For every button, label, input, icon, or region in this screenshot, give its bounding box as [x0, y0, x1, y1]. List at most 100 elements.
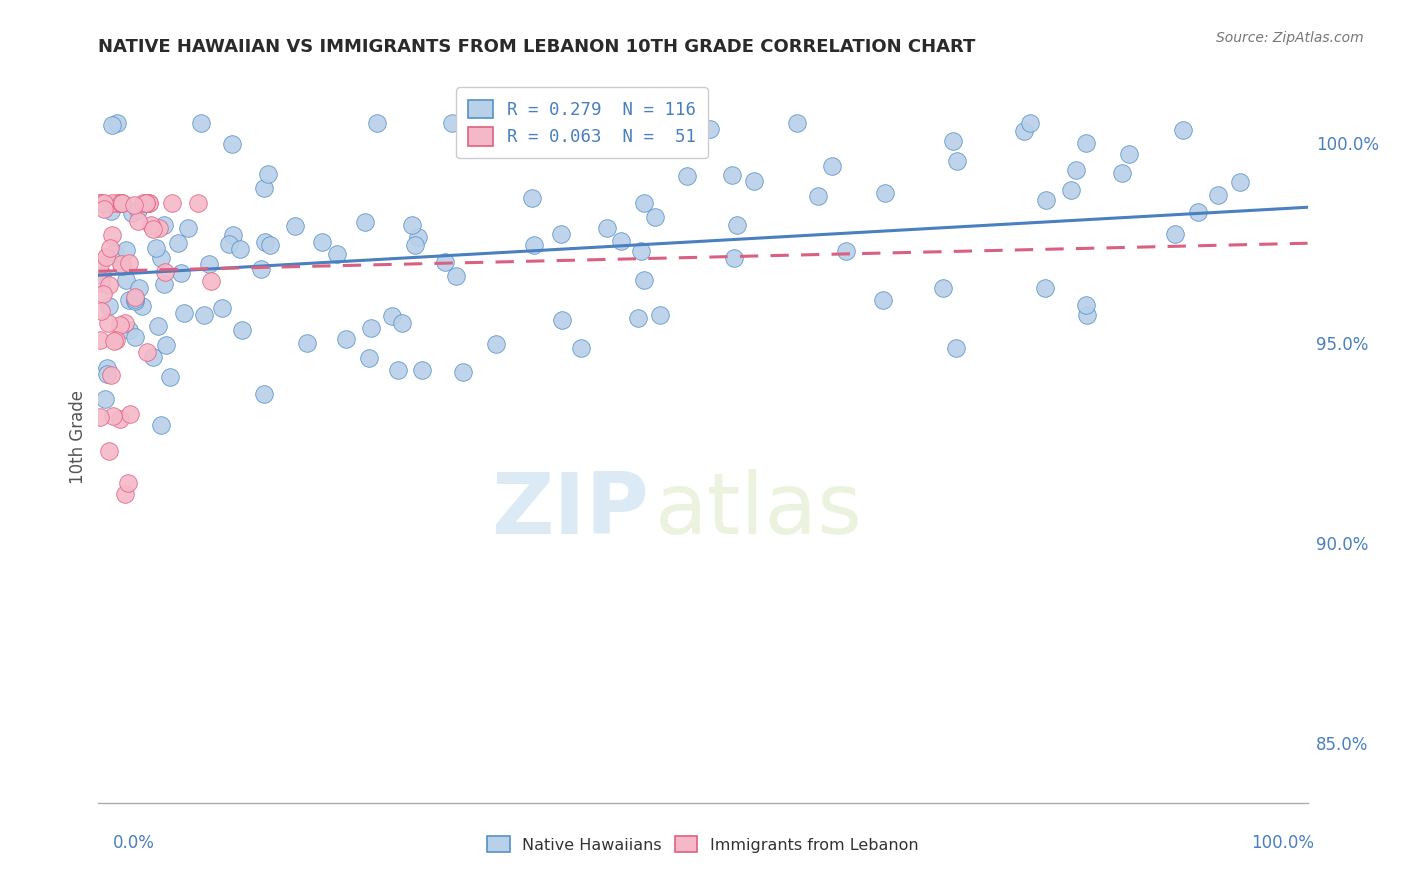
Point: [89, 196, 111, 211]
Point: [523, 238, 546, 252]
Point: [408, 230, 430, 244]
Point: [644, 210, 666, 224]
Point: [946, 153, 969, 168]
Point: [633, 196, 655, 211]
Point: [1187, 205, 1209, 219]
Point: [190, 116, 212, 130]
Point: [90, 196, 112, 211]
Point: [253, 181, 276, 195]
Point: [118, 293, 141, 307]
Point: [627, 310, 650, 325]
Text: 100.0%: 100.0%: [1251, 834, 1315, 852]
Point: [90, 276, 112, 290]
Point: [550, 313, 572, 327]
Point: [193, 308, 215, 322]
Point: [89, 258, 111, 272]
Point: [1076, 136, 1098, 150]
Point: [1229, 176, 1251, 190]
Point: [391, 317, 413, 331]
Point: [111, 196, 134, 211]
Point: [1164, 227, 1187, 242]
Point: [187, 196, 209, 211]
Point: [253, 387, 276, 401]
Point: [250, 261, 273, 276]
Point: [807, 189, 830, 203]
Point: [222, 228, 245, 243]
Point: [485, 337, 508, 351]
Point: [89, 333, 111, 347]
Point: [149, 251, 172, 265]
Point: [596, 221, 619, 235]
Point: [103, 334, 125, 349]
Point: [100, 368, 122, 383]
Point: [1035, 280, 1057, 294]
Point: [176, 221, 198, 235]
Point: [150, 418, 173, 433]
Point: [699, 121, 721, 136]
Point: [1111, 166, 1133, 180]
Point: [138, 196, 160, 211]
Point: [873, 186, 896, 201]
Point: [97, 444, 120, 458]
Point: [381, 309, 404, 323]
Point: [721, 168, 744, 182]
Point: [97, 278, 120, 293]
Point: [132, 196, 155, 211]
Point: [114, 316, 136, 330]
Point: [1173, 123, 1195, 137]
Point: [311, 235, 333, 249]
Point: [360, 320, 382, 334]
Point: [571, 341, 593, 355]
Point: [91, 268, 114, 282]
Point: [96, 367, 118, 381]
Point: [118, 323, 141, 337]
Point: [96, 361, 118, 376]
Point: [1076, 308, 1098, 322]
Text: Source: ZipAtlas.com: Source: ZipAtlas.com: [1216, 31, 1364, 45]
Point: [835, 244, 858, 258]
Point: [97, 316, 120, 330]
Point: [153, 277, 176, 292]
Point: [433, 254, 456, 268]
Point: [633, 273, 655, 287]
Point: [366, 116, 388, 130]
Point: [135, 344, 157, 359]
Point: [124, 198, 146, 212]
Y-axis label: 10th Grade: 10th Grade: [69, 390, 87, 484]
Point: [104, 334, 127, 348]
Point: [335, 332, 357, 346]
Point: [676, 169, 699, 184]
Point: [89, 196, 111, 211]
Point: [200, 274, 222, 288]
Point: [145, 241, 167, 255]
Point: [124, 292, 146, 306]
Point: [111, 196, 134, 211]
Point: [1064, 163, 1087, 178]
Point: [142, 350, 165, 364]
Point: [821, 159, 844, 173]
Point: [1060, 183, 1083, 197]
Point: [162, 196, 184, 211]
Point: [451, 365, 474, 379]
Point: [259, 238, 281, 252]
Point: [101, 196, 124, 211]
Point: [108, 412, 131, 426]
Point: [357, 351, 380, 366]
Point: [742, 174, 765, 188]
Point: [101, 118, 124, 132]
Point: [1118, 147, 1140, 161]
Point: [1019, 116, 1042, 130]
Point: [1035, 193, 1057, 207]
Point: [121, 206, 143, 220]
Point: [725, 219, 748, 233]
Point: [1012, 123, 1035, 137]
Point: [1074, 298, 1097, 312]
Point: [135, 196, 157, 211]
Point: [221, 136, 243, 151]
Point: [104, 246, 127, 260]
Point: [945, 341, 967, 355]
Point: [93, 196, 115, 211]
Text: ZIP: ZIP: [491, 468, 648, 552]
Point: [117, 475, 139, 490]
Point: [284, 219, 307, 234]
